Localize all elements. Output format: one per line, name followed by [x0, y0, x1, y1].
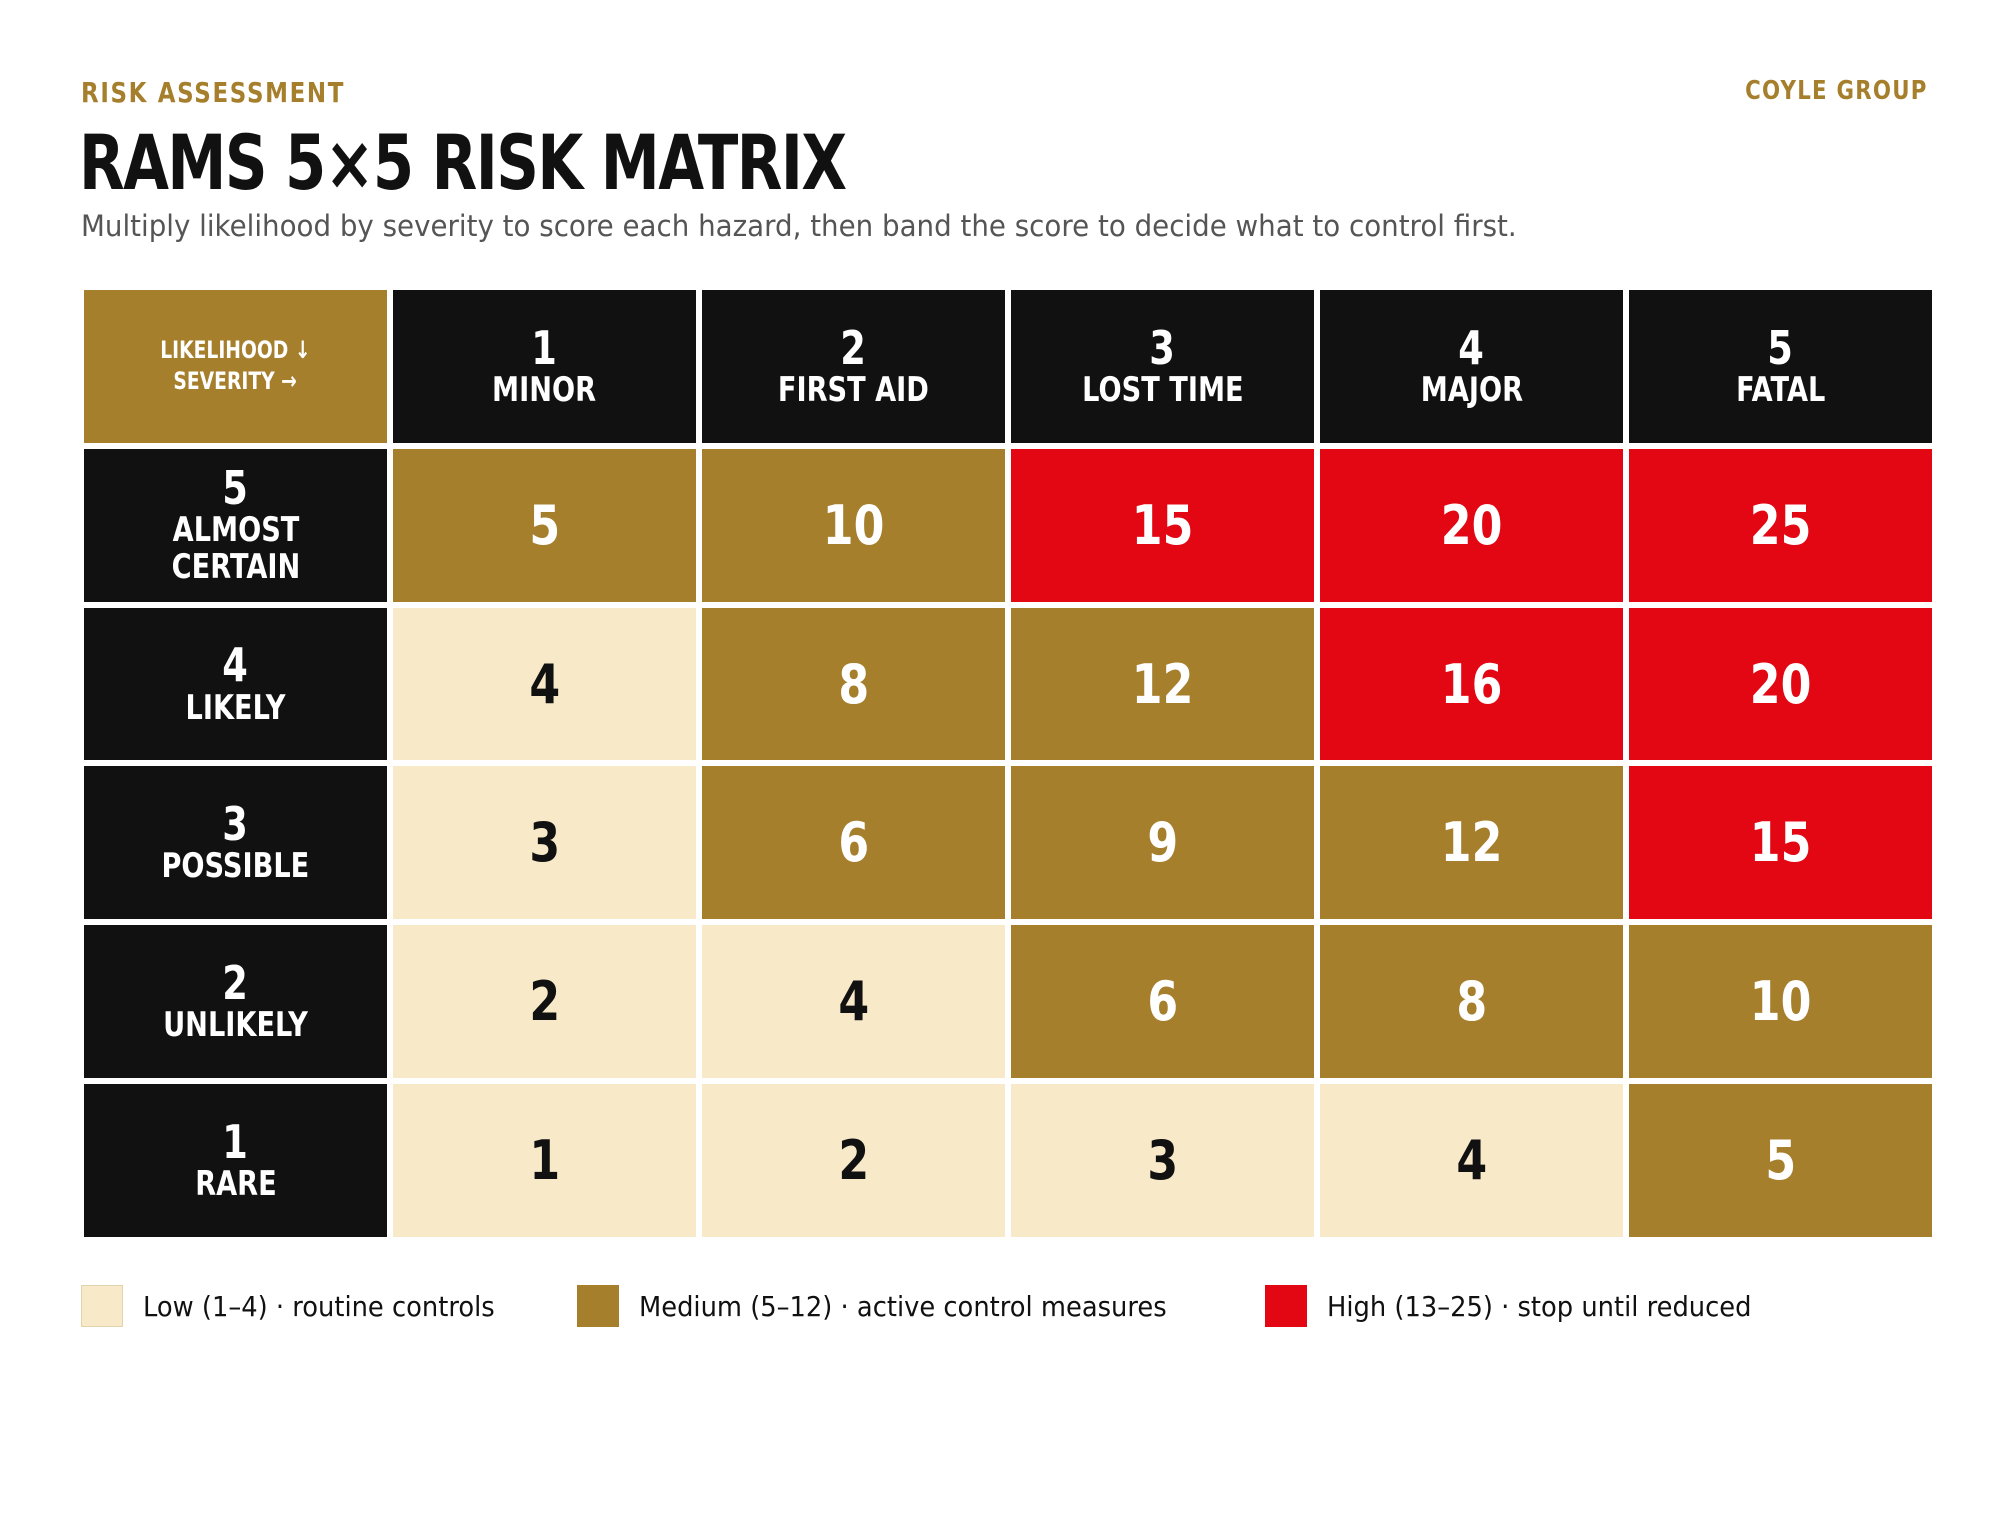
- severity-label: MINOR: [492, 369, 597, 410]
- severity-header-5: 5 FATAL: [1629, 290, 1932, 443]
- severity-number: 1: [531, 320, 558, 375]
- severity-header-3: 3 LOST TIME: [1011, 290, 1314, 443]
- legend-label-high: High (13–25) · stop until reduced: [1326, 1289, 1752, 1323]
- score-cell: 10: [702, 448, 1005, 602]
- score-value: 4: [529, 652, 560, 716]
- score-cell: 3: [1011, 1084, 1314, 1237]
- score-value: 15: [1749, 811, 1812, 875]
- legend-item-medium: Medium (5–12) · active control measures: [577, 1285, 1213, 1327]
- score-cell: 4: [393, 607, 696, 761]
- score-cell: 10: [1629, 925, 1932, 1079]
- axis-corner-cell: LIKELIHOOD ↓ SEVERITY →: [84, 290, 387, 443]
- severity-number: 3: [1149, 320, 1176, 375]
- score-cell: 20: [1320, 448, 1623, 602]
- score-cell: 8: [1320, 925, 1623, 1079]
- score-value: 20: [1749, 652, 1812, 716]
- likelihood-header-5: 5 ALMOST CERTAIN: [84, 448, 387, 602]
- score-value: 6: [1147, 970, 1178, 1034]
- score-cell: 4: [1320, 1084, 1623, 1237]
- score-cell: 15: [1629, 766, 1932, 920]
- severity-header-1: 1 MINOR: [393, 290, 696, 443]
- score-value: 10: [1749, 970, 1812, 1034]
- severity-label: MAJOR: [1420, 369, 1523, 410]
- likelihood-label: LIKELY: [185, 687, 286, 728]
- brand-name: COYLE GROUP: [1745, 76, 1928, 106]
- score-value: 8: [1456, 970, 1487, 1034]
- score-value: 2: [529, 970, 560, 1034]
- legend-label-low: Low (1–4) · routine controls: [143, 1289, 495, 1323]
- page-title: RAMS 5×5 RISK MATRIX: [79, 118, 847, 207]
- likelihood-header-1: 1 RARE: [84, 1084, 387, 1237]
- score-value: 15: [1131, 493, 1194, 557]
- likelihood-label: RARE: [194, 1164, 277, 1205]
- score-cell: 2: [393, 925, 696, 1079]
- score-value: 4: [1456, 1129, 1487, 1193]
- likelihood-label: POSSIBLE: [161, 846, 310, 887]
- page-subtitle: Multiply likelihood by severity to score…: [81, 209, 1517, 243]
- score-cell: 25: [1629, 448, 1932, 602]
- severity-header-4: 4 MAJOR: [1320, 290, 1623, 443]
- score-value: 12: [1131, 652, 1194, 716]
- score-value: 5: [1765, 1129, 1796, 1193]
- score-value: 5: [529, 493, 560, 557]
- score-value: 2: [838, 1129, 869, 1193]
- score-cell: 4: [702, 925, 1005, 1079]
- score-cell: 1: [393, 1084, 696, 1237]
- score-cell: 2: [702, 1084, 1005, 1237]
- score-cell: 8: [702, 607, 1005, 761]
- likelihood-number: 1: [222, 1114, 249, 1169]
- score-cell: 12: [1011, 607, 1314, 761]
- score-cell: 9: [1011, 766, 1314, 920]
- score-value: 4: [838, 970, 869, 1034]
- score-value: 1: [529, 1129, 560, 1193]
- risk-matrix: LIKELIHOOD ↓ SEVERITY → 1 MINOR 2 FIRST …: [84, 290, 1932, 1237]
- score-value: 10: [822, 493, 885, 557]
- legend-swatch-medium: [577, 1285, 620, 1327]
- legend-swatch-low: [81, 1285, 123, 1327]
- score-cell: 3: [393, 766, 696, 920]
- score-value: 12: [1440, 811, 1503, 875]
- score-value: 6: [838, 811, 869, 875]
- score-cell: 20: [1629, 607, 1932, 761]
- score-cell: 6: [702, 766, 1005, 920]
- score-cell: 6: [1011, 925, 1314, 1079]
- legend-swatch-high: [1264, 1285, 1307, 1327]
- likelihood-header-2: 2 UNLIKELY: [84, 925, 387, 1079]
- score-value: 25: [1749, 493, 1812, 557]
- score-value: 3: [1147, 1129, 1178, 1193]
- score-value: 3: [529, 811, 560, 875]
- score-cell: 12: [1320, 766, 1623, 920]
- severity-number: 4: [1458, 320, 1485, 375]
- severity-label: LOST TIME: [1081, 369, 1244, 410]
- score-cell: 5: [1629, 1084, 1932, 1237]
- severity-number: 5: [1767, 320, 1794, 375]
- legend-item-high: High (13–25) · stop until reduced: [1264, 1285, 1788, 1327]
- likelihood-number: 2: [222, 955, 249, 1010]
- severity-label: FIRST AID: [777, 369, 929, 410]
- score-value: 16: [1440, 652, 1503, 716]
- score-cell: 15: [1011, 448, 1314, 602]
- severity-number: 2: [840, 320, 867, 375]
- severity-header-2: 2 FIRST AID: [702, 290, 1005, 443]
- score-cell: 16: [1320, 607, 1623, 761]
- score-cell: 5: [393, 448, 696, 602]
- risk-band-legend: Low (1–4) · routine controls Medium (5–1…: [81, 1285, 1840, 1327]
- likelihood-label: ALMOST CERTAIN: [171, 510, 300, 588]
- legend-label-medium: Medium (5–12) · active control measures: [639, 1289, 1167, 1323]
- eyebrow-label: RISK ASSESSMENT: [81, 76, 346, 109]
- likelihood-number: 5: [222, 460, 249, 515]
- likelihood-header-4: 4 LIKELY: [84, 607, 387, 761]
- score-value: 9: [1147, 811, 1178, 875]
- score-value: 8: [838, 652, 869, 716]
- likelihood-axis-label: LIKELIHOOD ↓: [160, 336, 311, 365]
- likelihood-number: 3: [222, 797, 249, 852]
- likelihood-header-3: 3 POSSIBLE: [84, 766, 387, 920]
- score-value: 20: [1440, 493, 1503, 557]
- legend-item-low: Low (1–4) · routine controls: [81, 1285, 525, 1327]
- severity-label: FATAL: [1735, 369, 1826, 410]
- severity-axis-label: SEVERITY →: [173, 367, 298, 396]
- likelihood-label: UNLIKELY: [163, 1005, 308, 1046]
- likelihood-number: 4: [222, 638, 249, 693]
